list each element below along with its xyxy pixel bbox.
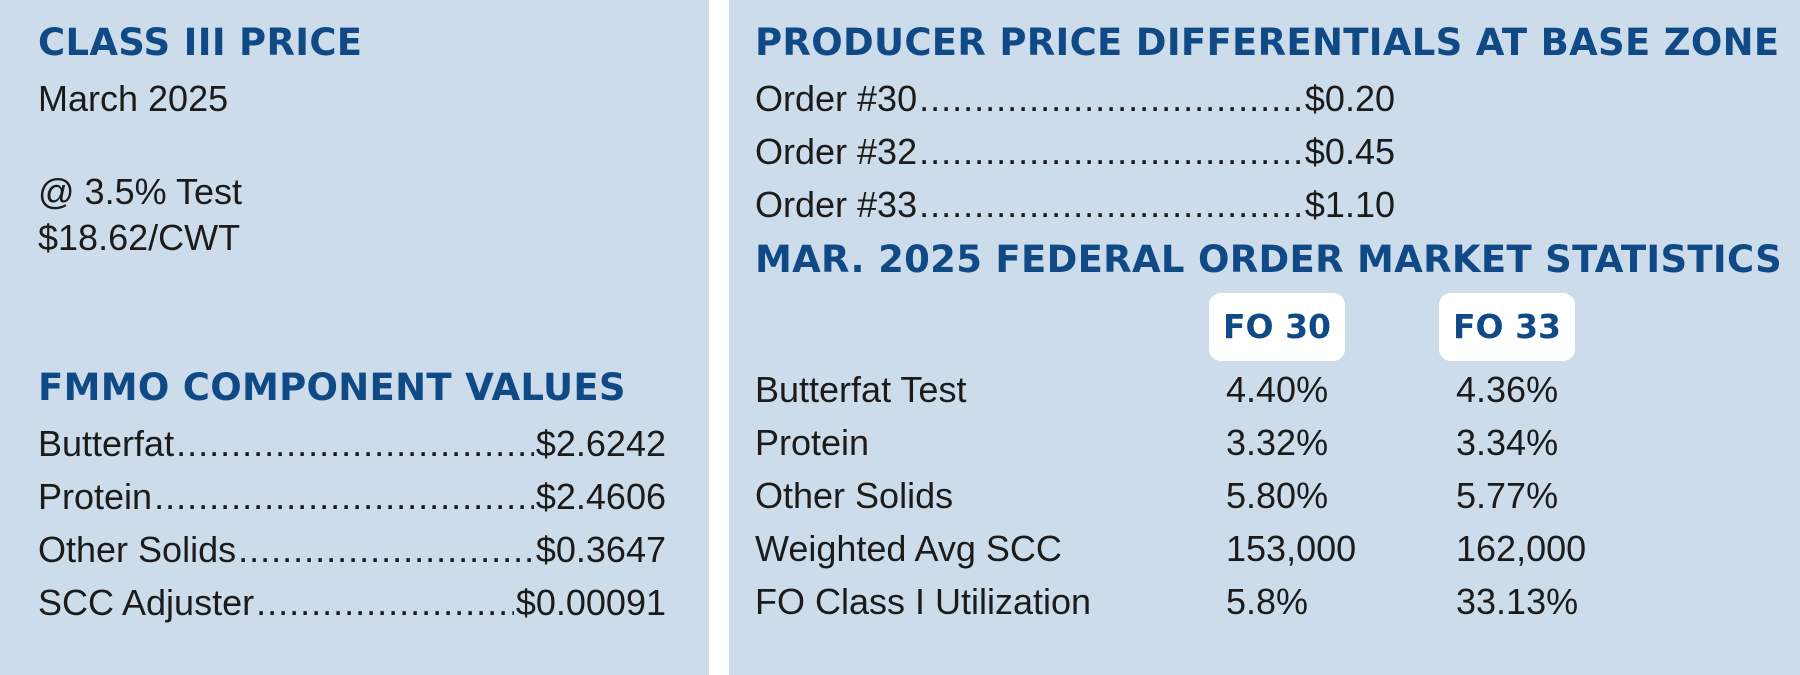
stat-row-protein: Protein 3.32% 3.34% (755, 416, 1800, 469)
component-row-other-solids: Other Solids $0.3647 (38, 523, 666, 576)
class-iii-heading: CLASS III PRICE (38, 21, 363, 64)
component-value: $2.6242 (535, 423, 666, 464)
dot-leader (154, 470, 534, 523)
right-panel: PRODUCER PRICE DIFFERENTIALS AT BASE ZON… (729, 0, 1800, 675)
stat-label: Butterfat Test (755, 369, 967, 410)
market-stats-table: FO 30 FO 33 Butterfat Test 4.40% 4.36% P… (755, 293, 1800, 628)
stat-row-other-solids: Other Solids 5.80% 5.77% (755, 469, 1800, 522)
differentials-heading: PRODUCER PRICE DIFFERENTIALS AT BASE ZON… (755, 21, 1780, 64)
differential-row-order-32: Order #32 $0.45 (755, 125, 1395, 178)
differential-label: Order #32 (755, 131, 918, 172)
dot-leader (238, 523, 534, 576)
differential-row-order-33: Order #33 $1.10 (755, 178, 1395, 231)
component-label: Other Solids (38, 529, 237, 570)
stat-row-weighted-avg-scc: Weighted Avg SCC 153,000 162,000 (755, 522, 1800, 575)
stat-value-fo30: 5.80% (1226, 475, 1329, 516)
stat-value-fo33: 33.13% (1456, 581, 1579, 622)
dot-leader (256, 576, 514, 629)
differential-label: Order #30 (755, 78, 918, 119)
component-row-butterfat: Butterfat $2.6242 (38, 417, 666, 470)
differential-value: $1.10 (1304, 184, 1395, 225)
component-values-heading: FMMO COMPONENT VALUES (38, 366, 626, 409)
dot-leader (919, 125, 1303, 178)
component-label: Protein (38, 476, 153, 517)
stat-value-fo30: 3.32% (1226, 422, 1329, 463)
stat-value-fo33: 4.36% (1456, 369, 1559, 410)
component-label: Butterfat (38, 423, 175, 464)
stat-value-fo33: 5.77% (1456, 475, 1559, 516)
dot-leader (919, 72, 1303, 125)
dot-leader (176, 417, 534, 470)
stat-label: FO Class I Utilization (755, 581, 1092, 622)
stat-row-class-i-utilization: FO Class I Utilization 5.8% 33.13% (755, 575, 1800, 628)
class-iii-month: March 2025 (38, 78, 229, 119)
stat-value-fo33: 3.34% (1456, 422, 1559, 463)
stat-value-fo33: 162,000 (1456, 528, 1587, 569)
stat-label: Weighted Avg SCC (755, 528, 1062, 569)
differentials-list: Order #30 $0.20 Order #32 $0.45 Order #3… (755, 72, 1395, 231)
component-value: $0.00091 (515, 582, 666, 623)
component-values-list: Butterfat $2.6242 Protein $2.4606 Other … (38, 417, 666, 629)
differential-row-order-30: Order #30 $0.20 (755, 72, 1395, 125)
market-stats-heading: MAR. 2025 FEDERAL ORDER MARKET STATISTIC… (755, 238, 1783, 281)
stat-row-butterfat-test: Butterfat Test 4.40% 4.36% (755, 363, 1800, 416)
stat-value-fo30: 5.8% (1226, 581, 1309, 622)
column-header-fo30: FO 30 (1209, 293, 1345, 361)
class-iii-test: @ 3.5% Test (38, 171, 242, 212)
market-stats-header-row: FO 30 FO 33 (755, 293, 1800, 363)
stat-value-fo30: 153,000 (1226, 528, 1357, 569)
component-row-scc-adjuster: SCC Adjuster $0.00091 (38, 576, 666, 629)
differential-value: $0.20 (1304, 78, 1395, 119)
component-value: $2.4606 (535, 476, 666, 517)
stat-label: Other Solids (755, 475, 954, 516)
differential-value: $0.45 (1304, 131, 1395, 172)
left-panel: CLASS III PRICE March 2025 @ 3.5% Test $… (0, 0, 709, 675)
class-iii-price: $18.62/CWT (38, 217, 241, 258)
stat-label: Protein (755, 422, 870, 463)
component-label: SCC Adjuster (38, 582, 255, 623)
differential-label: Order #33 (755, 184, 918, 225)
stat-value-fo30: 4.40% (1226, 369, 1329, 410)
component-value: $0.3647 (535, 529, 666, 570)
dot-leader (919, 178, 1303, 231)
column-header-fo33: FO 33 (1439, 293, 1575, 361)
component-row-protein: Protein $2.4606 (38, 470, 666, 523)
